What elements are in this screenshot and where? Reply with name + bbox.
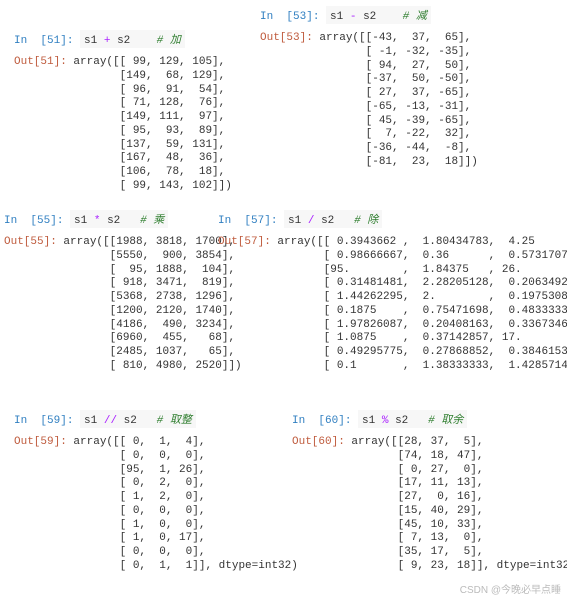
in-prompt-row-60: In [60]: s1 % s2 # 取余 [292, 410, 567, 428]
cell-53: In [53]: s1 - s2 # 减 Out[53]: array([[-4… [260, 6, 478, 170]
out-body-55: array([[1988, 3818, 1700], [5550, 900, 3… [63, 236, 241, 374]
out-prompt-label: Out[53]: [260, 32, 319, 44]
in-prompt-row-55: In [55]: s1 * s2 # 乘 [4, 210, 242, 228]
out-row-53: Out[53]: array([[-43, 37, 65], [ -1, -32… [260, 32, 478, 170]
out-row-59: Out[59]: array([[ 0, 1, 4], [ 0, 0, 0], … [14, 436, 298, 574]
in-prompt-label: In [60]: [292, 415, 358, 427]
code-59[interactable]: s1 // s2 # 取整 [80, 410, 196, 428]
out-row-55: Out[55]: array([[1988, 3818, 1700], [555… [4, 236, 242, 374]
out-prompt-label: Out[55]: [4, 236, 63, 248]
code-55[interactable]: s1 * s2 # 乘 [70, 210, 168, 228]
code-53[interactable]: s1 - s2 # 减 [326, 6, 431, 24]
in-prompt-label: In [51]: [14, 35, 80, 47]
cell-51: In [51]: s1 + s2 # 加 Out[51]: array([[ 9… [14, 30, 232, 194]
out-body-53: array([[-43, 37, 65], [ -1, -32, -35], [… [319, 32, 477, 170]
cell-57: In [57]: s1 / s2 # 除 Out[57]: array([[ 0… [218, 210, 567, 374]
in-prompt-row-51: In [51]: s1 + s2 # 加 [14, 30, 232, 48]
in-prompt-row-53: In [53]: s1 - s2 # 减 [260, 6, 478, 24]
in-prompt-label: In [57]: [218, 215, 284, 227]
cell-55: In [55]: s1 * s2 # 乘 Out[55]: array([[19… [4, 210, 242, 374]
code-51[interactable]: s1 + s2 # 加 [80, 30, 185, 48]
out-body-51: array([[ 99, 129, 105], [149, 68, 129], … [73, 56, 231, 194]
in-prompt-row-59: In [59]: s1 // s2 # 取整 [14, 410, 298, 428]
out-prompt-label: Out[51]: [14, 56, 73, 68]
out-body-57: array([[ 0.3943662 , 1.80434783, 4.25 ],… [277, 236, 567, 374]
out-prompt-label: Out[60]: [292, 436, 351, 448]
out-row-57: Out[57]: array([[ 0.3943662 , 1.80434783… [218, 236, 567, 374]
cell-60: In [60]: s1 % s2 # 取余 Out[60]: array([[2… [292, 410, 567, 574]
out-row-60: Out[60]: array([[28, 37, 5], [74, 18, 47… [292, 436, 567, 574]
watermark: CSDN @今晚必早点睡 [460, 581, 561, 596]
out-body-60: array([[28, 37, 5], [74, 18, 47], [ 0, 2… [351, 436, 567, 574]
in-prompt-row-57: In [57]: s1 / s2 # 除 [218, 210, 567, 228]
code-60[interactable]: s1 % s2 # 取余 [358, 410, 467, 428]
out-prompt-label: Out[57]: [218, 236, 277, 248]
cell-59: In [59]: s1 // s2 # 取整 Out[59]: array([[… [14, 410, 298, 574]
in-prompt-label: In [55]: [4, 215, 70, 227]
in-prompt-label: In [59]: [14, 415, 80, 427]
in-prompt-label: In [53]: [260, 11, 326, 23]
out-body-59: array([[ 0, 1, 4], [ 0, 0, 0], [95, 1, 2… [73, 436, 297, 574]
out-row-51: Out[51]: array([[ 99, 129, 105], [149, 6… [14, 56, 232, 194]
out-prompt-label: Out[59]: [14, 436, 73, 448]
code-57[interactable]: s1 / s2 # 除 [284, 210, 382, 228]
